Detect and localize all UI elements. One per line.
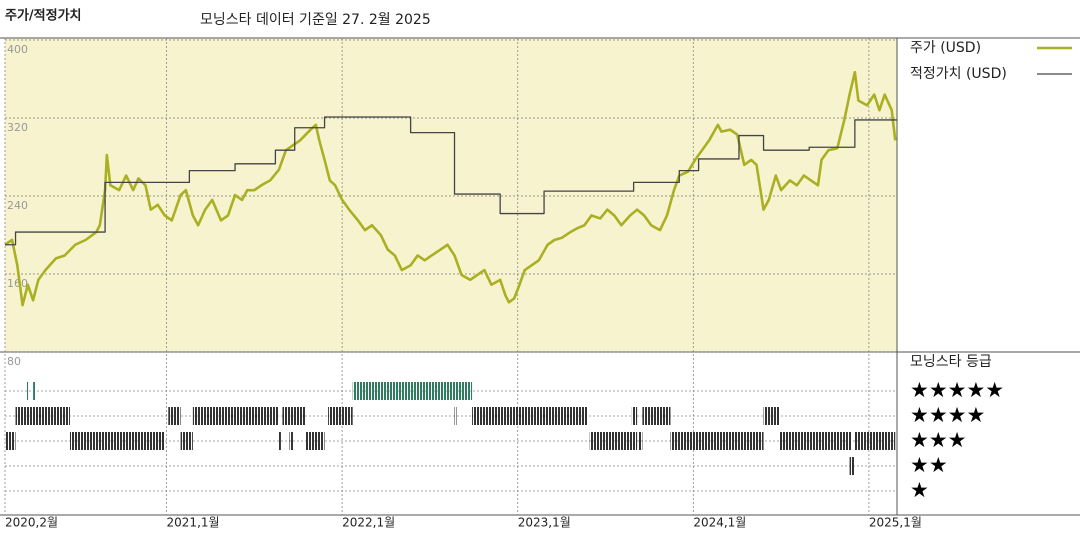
rating-period [305, 432, 325, 450]
rating-period [352, 382, 473, 400]
rating-period [282, 407, 306, 425]
rating-period [180, 432, 193, 450]
rating-period [670, 432, 764, 450]
rating-period [631, 407, 638, 425]
y-tick-label: 400 [7, 43, 28, 56]
x-tick-label: 2024,1월 [693, 516, 746, 530]
rating-period [168, 407, 181, 425]
rating-row-label: ★★★★★ [910, 378, 1004, 402]
legend-label: 주가 (USD) [910, 40, 981, 56]
y-tick-label: 240 [7, 199, 28, 212]
rating-period [849, 457, 855, 475]
rating-period [472, 407, 588, 425]
x-tick-label: 2025,1월 [869, 516, 922, 530]
plot-background [5, 38, 897, 352]
rating-row-label: ★ [910, 478, 929, 502]
rating-period [763, 407, 780, 425]
y-tick-label: 80 [7, 355, 21, 368]
x-tick-label: 2023,1월 [518, 516, 571, 530]
chart-subtitle: 모닝스타 데이터 기준일 27. 2월 2025 [200, 12, 431, 28]
rating-period [33, 382, 36, 400]
series-line [4, 70, 897, 307]
chart-title: 주가/적정가치 [5, 8, 82, 24]
rating-period [589, 432, 638, 450]
rating-period [328, 407, 353, 425]
rating-period [15, 407, 70, 425]
rating-period [192, 407, 279, 425]
rating-period [278, 432, 281, 450]
y-tick-label: 160 [7, 277, 28, 290]
rating-period [454, 407, 457, 425]
rating-period [638, 432, 643, 450]
rating-period [289, 432, 293, 450]
rating-period [779, 432, 852, 450]
rating-period [5, 432, 16, 450]
rating-row-label: ★★ [910, 453, 948, 477]
y-tick-label: 320 [7, 121, 28, 134]
rating-period [854, 432, 896, 450]
series-line [5, 116, 897, 246]
x-tick-label: 2021,1월 [167, 516, 220, 530]
x-tick-label: 2022,1월 [342, 516, 395, 530]
rating-period [26, 382, 29, 400]
rating-period [642, 407, 671, 425]
rating-row-label: ★★★ [910, 428, 966, 452]
rating-row-label: ★★★★ [910, 403, 985, 427]
legend-label: 적정가치 (USD) [910, 66, 1007, 82]
rating-period [69, 432, 165, 450]
x-tick-label: 2020,2월 [5, 516, 58, 530]
rating-title: 모닝스타 등급 [910, 354, 992, 370]
